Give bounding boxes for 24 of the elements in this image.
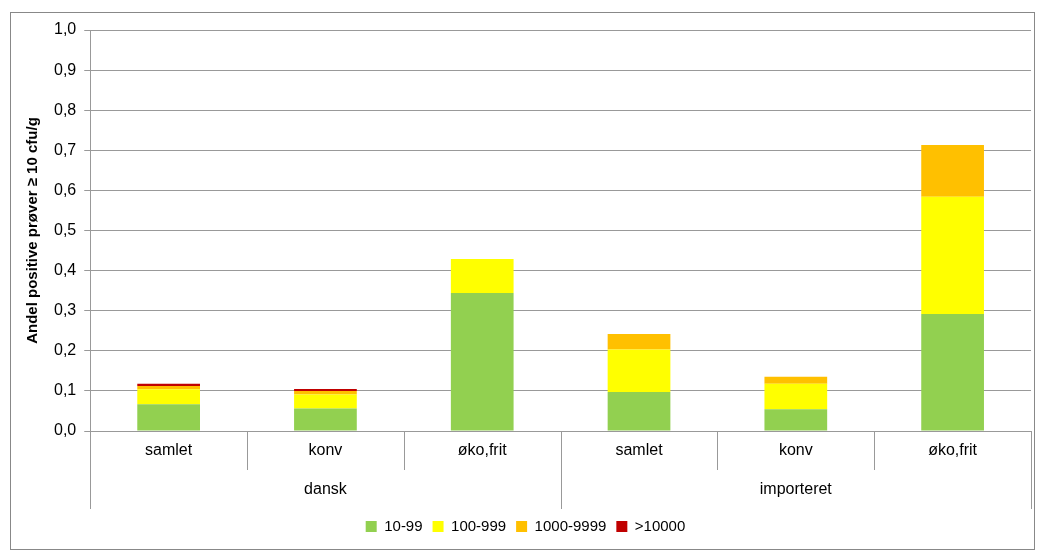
legend-label: >10000 — [634, 516, 686, 534]
x-tick-label: øko,frit — [457, 441, 508, 459]
y-tick-label: 0,9 — [53, 60, 77, 78]
y-tick-label: 0,4 — [53, 261, 77, 279]
y-tick-label: 0,7 — [53, 140, 77, 158]
x-tick-label: øko,frit — [928, 441, 978, 459]
y-tick-label: 0,0 — [53, 421, 77, 439]
y-tick-label: 0,2 — [53, 341, 77, 359]
y-tick-label: 0,5 — [53, 220, 77, 238]
y-axis-title: Andel positive prøver ≥ 10 cfu/g — [23, 117, 41, 344]
x-tick-label: konv — [778, 441, 813, 459]
legend-label: 100-999 — [451, 516, 507, 534]
y-tick-label: 0,6 — [53, 180, 77, 198]
y-tick-label: 0,3 — [53, 301, 77, 319]
text: importeret — [759, 479, 833, 497]
y-tick-label: 0,8 — [53, 100, 77, 118]
x-tick-label: samlet — [145, 441, 193, 459]
text: dansk — [304, 479, 348, 497]
x-tick-label: konv — [308, 441, 343, 459]
y-tick-label: 0,1 — [53, 381, 77, 399]
legend-label: 1000-9999 — [534, 516, 607, 534]
legend-label: 10-99 — [384, 516, 423, 534]
x-tick-label: samlet — [615, 441, 664, 459]
y-tick-label: 1,0 — [53, 20, 77, 38]
